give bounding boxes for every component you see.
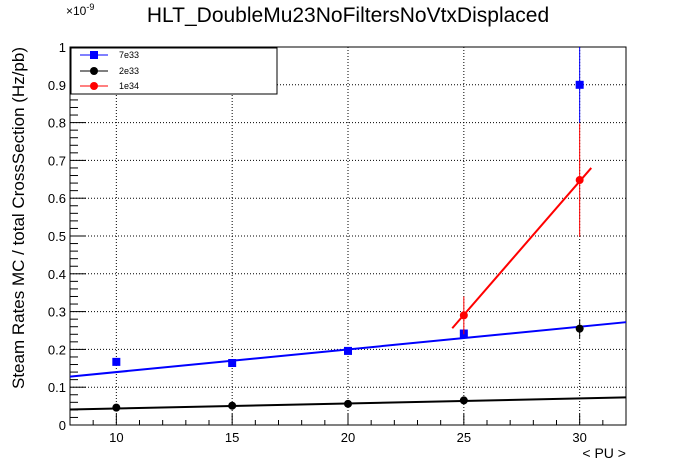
data-points	[112, 47, 584, 412]
legend-label-2e33: 2e33	[119, 66, 139, 76]
data-point-7e33	[228, 359, 237, 368]
data-point-2e33	[344, 399, 352, 408]
y-tick-label: 0.4	[48, 267, 66, 282]
fit-line-1e34	[451, 167, 593, 329]
legend-label-1e34: 1e34	[119, 81, 139, 91]
axis-ticks: 10 15 20 25 30 0 0.1 0.2 0.3 0.4 0.5 0.6 0.7 0.8 0.9 1	[48, 40, 627, 445]
fit-lines	[69, 167, 627, 411]
legend-entry-2e33: 2e33	[80, 66, 139, 76]
data-point-7e33	[575, 80, 584, 89]
legend-marker-2e33	[90, 67, 98, 75]
y-tick-label: 0.8	[48, 116, 66, 131]
legend-marker-7e33	[90, 51, 98, 59]
y-exponent-label: ×10-9	[66, 2, 94, 18]
data-point-2e33	[112, 403, 121, 412]
legend-label-7e33: 7e33	[119, 50, 139, 60]
y-tick-label: 0.3	[48, 305, 66, 320]
y-tick-label: 0.9	[48, 78, 66, 93]
x-tick-label: 30	[572, 430, 586, 445]
data-point-7e33	[344, 346, 352, 355]
x-tick-label: 10	[109, 430, 123, 445]
y-tick-label: 1	[59, 40, 66, 55]
legend-marker-1e34	[90, 82, 98, 90]
data-point-7e33	[112, 357, 121, 366]
x-tick-label: 20	[341, 430, 355, 445]
y-tick-label: 0.1	[48, 380, 66, 395]
data-point-2e33	[228, 401, 237, 410]
x-axis-label: < PU >	[582, 445, 626, 461]
legend-entry-1e34: 1e34	[80, 81, 139, 91]
y-tick-label: 0	[59, 418, 66, 433]
data-point-2e33	[575, 324, 584, 333]
y-tick-label: 0.5	[48, 229, 66, 244]
x-tick-label: 15	[225, 430, 239, 445]
data-point-1e34	[575, 176, 584, 185]
y-tick-label: 0.2	[48, 342, 66, 357]
y-tick-label: 0.6	[48, 191, 66, 206]
y-axis-label: Steam Rates MC / total CrossSection (Hz/…	[9, 47, 28, 389]
y-tick-label: 0.7	[48, 153, 66, 168]
data-point-1e34	[459, 311, 468, 320]
data-point-2e33	[459, 396, 468, 405]
legend: 7e33 2e33 1e34	[70, 47, 278, 95]
chart-title: HLT_DoubleMu23NoFiltersNoVtxDisplaced	[147, 4, 549, 27]
legend-entry-7e33: 7e33	[80, 50, 139, 60]
x-tick-label: 25	[457, 430, 471, 445]
